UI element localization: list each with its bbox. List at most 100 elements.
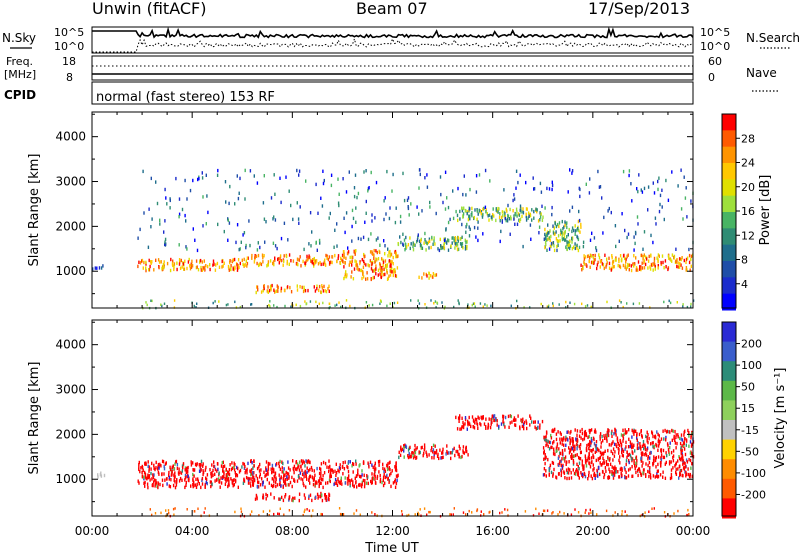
data-cell — [368, 463, 370, 467]
data-cell — [588, 434, 590, 439]
data-cell — [507, 414, 510, 419]
data-cell — [237, 263, 239, 268]
data-cell — [283, 473, 285, 477]
data-cell — [139, 227, 141, 232]
data-cell — [578, 461, 581, 465]
data-cell — [566, 225, 568, 230]
data-cell — [265, 466, 267, 470]
data-cell — [455, 449, 457, 454]
data-cell — [594, 450, 596, 454]
data-cell — [565, 435, 567, 439]
data-cell — [498, 207, 500, 211]
data-cell — [409, 246, 411, 251]
data-cell — [342, 461, 344, 465]
data-cell — [367, 263, 369, 267]
data-cell — [612, 476, 615, 480]
data-cell — [238, 265, 240, 270]
data-cell — [627, 253, 629, 257]
data-cell — [641, 458, 643, 462]
data-cell — [385, 265, 388, 269]
data-cell — [603, 459, 605, 463]
data-cell — [545, 235, 547, 239]
data-cell — [298, 173, 300, 177]
data-cell — [397, 242, 400, 247]
data-cell — [178, 212, 181, 216]
data-cell — [625, 440, 627, 445]
data-cell — [566, 235, 568, 239]
data-cell — [274, 472, 276, 476]
data-cell — [272, 484, 274, 489]
data-cell — [258, 469, 261, 473]
data-cell — [302, 481, 304, 486]
data-cell — [577, 248, 580, 253]
data-cell — [555, 224, 558, 229]
data-cell — [318, 484, 320, 489]
data-cell — [383, 267, 385, 271]
data-cell — [195, 265, 198, 270]
data-cell — [466, 240, 468, 244]
data-cell — [417, 511, 419, 515]
data-cell — [255, 254, 258, 258]
data-cell — [570, 455, 572, 459]
data-cell — [161, 304, 163, 308]
data-cell — [533, 216, 535, 220]
data-cell — [353, 250, 356, 254]
data-cell — [628, 437, 630, 441]
data-cell — [203, 259, 205, 263]
data-cell — [579, 230, 581, 234]
data-cell — [667, 267, 669, 272]
data-cell — [630, 268, 633, 273]
data-cell — [326, 465, 328, 469]
data-cell — [551, 512, 553, 515]
data-cell — [576, 228, 578, 232]
data-cell — [188, 476, 190, 480]
data-cell — [214, 300, 216, 303]
data-cell — [273, 478, 275, 482]
data-cell — [306, 470, 308, 474]
data-cell — [329, 464, 331, 469]
data-cell — [497, 206, 499, 211]
data-cell — [454, 453, 456, 458]
data-cell — [327, 481, 329, 485]
data-cell — [592, 468, 594, 472]
data-cell — [158, 472, 160, 476]
data-cell — [442, 200, 444, 205]
data-cell — [559, 451, 562, 456]
data-cell — [585, 448, 588, 453]
data-cell — [389, 302, 391, 305]
data-cell — [565, 468, 568, 472]
cpid-label: CPID — [4, 88, 36, 102]
data-cell — [669, 476, 672, 481]
data-cell — [359, 261, 361, 266]
data-cell — [192, 482, 194, 487]
data-cell — [654, 434, 657, 438]
data-cell — [634, 449, 636, 453]
data-cell — [318, 284, 321, 289]
data-cell — [148, 268, 150, 272]
data-cell — [612, 447, 615, 451]
data-cell — [361, 473, 363, 477]
data-cell — [342, 177, 344, 181]
data-cell — [392, 273, 395, 278]
data-cell — [504, 415, 507, 420]
data-cell — [347, 477, 349, 481]
data-cell — [589, 440, 591, 444]
data-cell — [151, 477, 153, 481]
data-cell — [287, 238, 289, 242]
data-cell — [279, 176, 281, 180]
data-cell — [423, 443, 426, 447]
data-cell — [352, 480, 354, 484]
data-cell — [395, 206, 397, 210]
data-cell — [579, 194, 581, 199]
data-cell — [273, 468, 275, 472]
data-cell — [324, 493, 326, 497]
data-cell — [184, 476, 187, 480]
data-cell — [234, 266, 236, 270]
data-cell — [145, 476, 147, 480]
data-cell — [642, 471, 644, 475]
colorbar-segment — [722, 361, 736, 382]
data-cell — [349, 304, 351, 308]
data-cell — [589, 238, 592, 242]
data-cell — [481, 416, 483, 421]
data-cell — [308, 242, 310, 246]
